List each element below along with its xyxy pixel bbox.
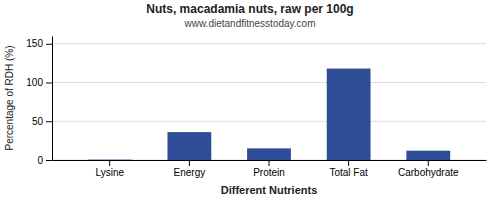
bars: [88, 69, 450, 160]
y-tick-mark: [46, 121, 52, 122]
grid-line: [52, 82, 486, 83]
bar: [88, 159, 132, 160]
x-tick: Energy: [174, 160, 206, 178]
x-tick-mark: [269, 160, 270, 166]
y-tick-label: 100: [26, 77, 43, 88]
x-tick-label: Lysine: [95, 167, 124, 178]
bar: [167, 132, 211, 160]
y-tick: 50: [32, 116, 52, 127]
y-tick: 150: [26, 38, 52, 49]
y-tick: 0: [37, 155, 52, 166]
bar: [247, 148, 291, 160]
y-tick: 100: [26, 77, 52, 88]
y-axis-line: [52, 37, 53, 161]
y-axis: 0 50 100 150: [26, 37, 52, 166]
x-tick-mark: [109, 160, 110, 166]
y-tick-mark: [46, 160, 52, 161]
x-tick-label: Total Fat: [329, 167, 368, 178]
x-axis-title: Different Nutrients: [221, 184, 318, 196]
chart-container: Nuts, macadamia nuts, raw per 100g www.di…: [0, 0, 500, 200]
bar: [327, 69, 371, 160]
background: [0, 0, 500, 200]
x-tick: Carbohydrate: [398, 160, 459, 178]
y-tick-mark: [46, 44, 52, 45]
y-tick-mark: [46, 83, 52, 84]
x-tick-mark: [428, 160, 429, 166]
x-tick: Lysine: [95, 160, 124, 178]
y-tick-label: 150: [26, 38, 43, 49]
subtitle: www.dietandfitnesstoday.com: [184, 18, 316, 29]
x-axis: Lysine Energy Protein Total Fat Carbohydrate: [53, 160, 487, 178]
x-tick-mark: [189, 160, 190, 166]
bar: [406, 151, 450, 160]
x-tick-label: Carbohydrate: [398, 167, 459, 178]
x-tick-label: Protein: [253, 167, 285, 178]
y-tick-label: 50: [32, 116, 44, 127]
grid-line: [52, 121, 486, 122]
chart-svg: Nuts, macadamia nuts, raw per 100g www.di…: [0, 0, 500, 200]
title: Nuts, macadamia nuts, raw per 100g: [146, 2, 353, 16]
x-tick-label: Energy: [174, 167, 206, 178]
x-tick: Protein: [253, 160, 285, 178]
grid-line: [52, 43, 486, 44]
y-tick-label: 0: [37, 155, 43, 166]
x-tick-mark: [348, 160, 349, 166]
y-axis-title: Percentage of RDH (%): [4, 45, 15, 150]
grid: [52, 44, 486, 160]
x-tick: Total Fat: [329, 160, 368, 178]
